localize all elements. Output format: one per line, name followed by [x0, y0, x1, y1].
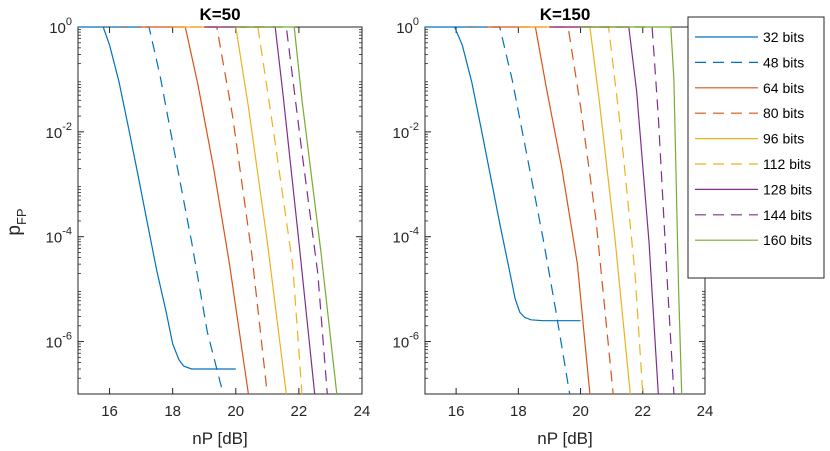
plot-k150: 100 10-2 10-4 10-6 16 18 20 22 24 K=150 nP [dB] — [393, 5, 714, 448]
x-tick-label: 16 — [448, 403, 465, 420]
x-tick-label: 24 — [697, 403, 714, 420]
figure-ylabel: pFP — [4, 208, 29, 235]
series-32-bits-k150 — [425, 26, 581, 322]
series-160-bits-k150 — [580, 26, 683, 395]
y-tick-label: 10-4 — [46, 226, 72, 247]
y-tick-label: 100 — [49, 16, 72, 37]
x-tick-label: 24 — [354, 403, 371, 420]
legend-label: 128 bits — [763, 181, 812, 197]
legend-label: 144 bits — [763, 207, 812, 223]
axes-box-k150 — [424, 26, 706, 395]
chart-title-k150: K=150 — [540, 5, 591, 24]
series-32-bits-k50 — [78, 26, 236, 370]
series-144-bits-k150 — [580, 26, 675, 395]
legend-label: 32 bits — [763, 29, 804, 45]
legend-box — [687, 16, 825, 279]
y-tick-label: 10-2 — [393, 121, 419, 142]
x-axis-label-k50: nP [dB] — [192, 429, 247, 448]
legend: 32 bits 48 bits 64 bits 80 bits 96 bits 112 b… — [687, 16, 825, 279]
x-tick-label: 22 — [634, 403, 651, 420]
chart-title-k50: K=50 — [199, 5, 240, 24]
legend-label: 112 bits — [763, 156, 811, 172]
y-tick-label: 100 — [396, 16, 419, 37]
figure-ylabel-sub: FP — [14, 208, 29, 225]
figure-ylabel-main: p — [4, 225, 25, 236]
legend-label: 96 bits — [763, 131, 804, 147]
series-80-bits-k150 — [518, 26, 614, 395]
y-tick-label: 10-6 — [393, 331, 419, 352]
series-80-bits-k50 — [172, 26, 268, 395]
series-160-bits-k50 — [235, 26, 338, 395]
y-tick-label: 10-2 — [46, 121, 72, 142]
y-tick-label: 10-6 — [46, 331, 72, 352]
legend-label: 160 bits — [763, 232, 812, 248]
plot-k50: 100 10-2 10-4 10-6 16 18 20 22 24 K=50 nP [dB] — [46, 5, 371, 448]
legend-label: 48 bits — [763, 54, 804, 70]
x-tick-label: 20 — [227, 403, 244, 420]
legend-label: 64 bits — [763, 80, 804, 96]
axes-box-k50 — [77, 26, 363, 395]
x-tick-label: 22 — [291, 403, 308, 420]
x-tick-label: 20 — [572, 403, 589, 420]
legend-label: 80 bits — [763, 105, 804, 121]
x-tick-label: 18 — [164, 403, 181, 420]
x-tick-label: 18 — [510, 403, 527, 420]
x-axis-label-k150: nP [dB] — [537, 429, 592, 448]
x-tick-label: 16 — [101, 403, 118, 420]
y-tick-label: 10-4 — [393, 226, 419, 247]
